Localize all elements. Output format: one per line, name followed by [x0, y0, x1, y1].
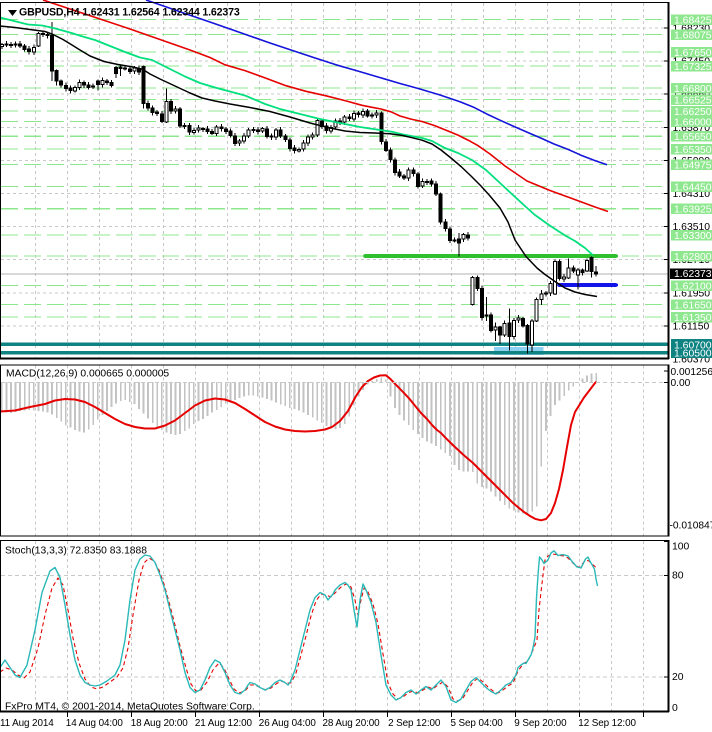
- svg-text:1.61150: 1.61150: [673, 321, 710, 332]
- svg-text:1.68230: 1.68230: [673, 24, 711, 35]
- svg-text:1.61650: 1.61650: [674, 300, 712, 311]
- svg-text:0: 0: [672, 703, 678, 714]
- svg-text:Stoch(13,3,3) 72.8350 83.1888: Stoch(13,3,3) 72.8350 83.1888: [5, 546, 147, 557]
- svg-text:1.62800: 1.62800: [674, 252, 712, 263]
- svg-text:1.63925: 1.63925: [674, 205, 712, 216]
- svg-text:1.64975: 1.64975: [674, 161, 712, 172]
- svg-text:26 Aug 04:00: 26 Aug 04:00: [259, 718, 317, 729]
- svg-text:28 Aug 20:00: 28 Aug 20:00: [323, 718, 381, 729]
- svg-text:1.66800: 1.66800: [674, 84, 712, 95]
- svg-text:14 Aug 04:00: 14 Aug 04:00: [66, 718, 124, 729]
- svg-text:2 Sep 12:00: 2 Sep 12:00: [388, 718, 441, 729]
- svg-text:1.63510: 1.63510: [673, 222, 711, 233]
- svg-text:1.65350: 1.65350: [674, 145, 712, 156]
- svg-text:100: 100: [672, 542, 690, 553]
- svg-text:1.65650: 1.65650: [674, 132, 712, 143]
- svg-text:80: 80: [672, 571, 684, 582]
- svg-text:GBPUSD,H4 1.62431 1.62564 1.6: GBPUSD,H4 1.62431 1.62564 1.62344 1.6237…: [19, 7, 240, 19]
- svg-text:1.64450: 1.64450: [674, 183, 712, 194]
- svg-text:FxPro MT4, © 2001-2014, MetaQu: FxPro MT4, © 2001-2014, MetaQuotes Softw…: [5, 702, 255, 713]
- svg-text:1.62100: 1.62100: [674, 281, 712, 292]
- svg-text:1.67325: 1.67325: [674, 62, 712, 73]
- svg-text:MACD(12,26,9) 0.000665 0.00000: MACD(12,26,9) 0.000665 0.000005: [6, 369, 169, 380]
- svg-text:1.61950: 1.61950: [673, 288, 711, 299]
- svg-text:1.63300: 1.63300: [674, 231, 712, 242]
- svg-text:0.00: 0.00: [671, 378, 691, 389]
- svg-text:12 Sep 12:00: 12 Sep 12:00: [578, 718, 636, 729]
- svg-text:1.68075: 1.68075: [674, 30, 712, 41]
- svg-text:1.60700: 1.60700: [674, 340, 712, 351]
- svg-text:20: 20: [672, 672, 684, 683]
- svg-text:1.66250: 1.66250: [674, 107, 712, 118]
- svg-text:1.64310: 1.64310: [673, 189, 711, 200]
- svg-text:1.62373: 1.62373: [674, 269, 712, 280]
- svg-text:9 Sep 20:00: 9 Sep 20:00: [514, 718, 567, 729]
- svg-text:0.001256: 0.001256: [671, 367, 712, 378]
- svg-text:1.65870: 1.65870: [673, 123, 711, 134]
- svg-text:1.60500: 1.60500: [674, 349, 712, 360]
- svg-text:1.61350: 1.61350: [674, 313, 712, 324]
- svg-text:1.60370: 1.60370: [673, 355, 711, 366]
- svg-text:1.67650: 1.67650: [674, 48, 712, 59]
- svg-text:21 Aug 12:00: 21 Aug 12:00: [195, 718, 253, 729]
- svg-text:1.66000: 1.66000: [674, 118, 712, 129]
- svg-text:11 Aug 2014: 11 Aug 2014: [0, 718, 54, 729]
- svg-text:-0.010847: -0.010847: [670, 521, 712, 532]
- svg-text:1.68425: 1.68425: [674, 16, 712, 27]
- svg-text:5 Sep 04:00: 5 Sep 04:00: [451, 718, 504, 729]
- svg-text:18 Aug 20:00: 18 Aug 20:00: [131, 718, 189, 729]
- svg-text:1.66525: 1.66525: [674, 95, 712, 106]
